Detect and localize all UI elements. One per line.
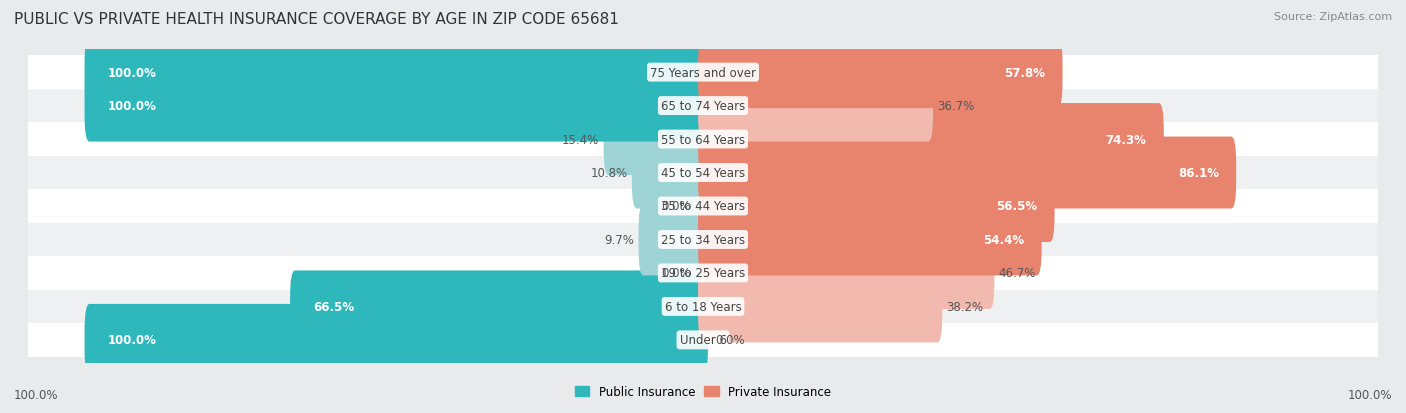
FancyBboxPatch shape — [699, 237, 994, 309]
Text: 35 to 44 Years: 35 to 44 Years — [661, 200, 745, 213]
Text: 100.0%: 100.0% — [108, 100, 156, 113]
Text: 86.1%: 86.1% — [1178, 166, 1219, 180]
FancyBboxPatch shape — [638, 204, 707, 276]
Text: 100.0%: 100.0% — [108, 334, 156, 347]
FancyBboxPatch shape — [290, 271, 707, 342]
Bar — [28, 323, 1378, 357]
FancyBboxPatch shape — [699, 204, 1042, 276]
Text: 0.0%: 0.0% — [661, 267, 690, 280]
Text: 66.5%: 66.5% — [314, 300, 354, 313]
Text: 100.0%: 100.0% — [14, 388, 59, 401]
Text: 65 to 74 Years: 65 to 74 Years — [661, 100, 745, 113]
FancyBboxPatch shape — [84, 304, 707, 376]
Text: 100.0%: 100.0% — [108, 66, 156, 79]
Bar — [28, 223, 1378, 256]
Text: 36.7%: 36.7% — [938, 100, 974, 113]
Bar — [28, 256, 1378, 290]
Text: 10.8%: 10.8% — [591, 166, 627, 180]
Text: Under 6: Under 6 — [679, 334, 727, 347]
Bar — [28, 290, 1378, 323]
Text: 0.0%: 0.0% — [661, 200, 690, 213]
Text: 6 to 18 Years: 6 to 18 Years — [665, 300, 741, 313]
FancyBboxPatch shape — [699, 37, 1063, 109]
Bar — [28, 90, 1378, 123]
FancyBboxPatch shape — [603, 104, 707, 176]
Bar — [28, 123, 1378, 157]
Text: 46.7%: 46.7% — [998, 267, 1036, 280]
Bar — [28, 190, 1378, 223]
FancyBboxPatch shape — [84, 37, 707, 109]
Text: 74.3%: 74.3% — [1105, 133, 1146, 146]
Text: 45 to 54 Years: 45 to 54 Years — [661, 166, 745, 180]
FancyBboxPatch shape — [699, 104, 1164, 176]
Text: 75 Years and over: 75 Years and over — [650, 66, 756, 79]
FancyBboxPatch shape — [84, 71, 707, 142]
Text: 19 to 25 Years: 19 to 25 Years — [661, 267, 745, 280]
Bar — [28, 157, 1378, 190]
Text: PUBLIC VS PRIVATE HEALTH INSURANCE COVERAGE BY AGE IN ZIP CODE 65681: PUBLIC VS PRIVATE HEALTH INSURANCE COVER… — [14, 12, 619, 27]
FancyBboxPatch shape — [699, 71, 934, 142]
FancyBboxPatch shape — [631, 137, 707, 209]
Text: 56.5%: 56.5% — [997, 200, 1038, 213]
Text: 9.7%: 9.7% — [605, 233, 634, 247]
Text: 100.0%: 100.0% — [1347, 388, 1392, 401]
Legend: Public Insurance, Private Insurance: Public Insurance, Private Insurance — [571, 381, 835, 403]
Text: 0.0%: 0.0% — [716, 334, 745, 347]
FancyBboxPatch shape — [699, 171, 1054, 242]
Text: 15.4%: 15.4% — [562, 133, 599, 146]
Text: Source: ZipAtlas.com: Source: ZipAtlas.com — [1274, 12, 1392, 22]
FancyBboxPatch shape — [699, 137, 1236, 209]
Text: 55 to 64 Years: 55 to 64 Years — [661, 133, 745, 146]
Bar — [28, 56, 1378, 90]
Text: 38.2%: 38.2% — [946, 300, 984, 313]
Text: 54.4%: 54.4% — [983, 233, 1025, 247]
Text: 57.8%: 57.8% — [1004, 66, 1045, 79]
Text: 25 to 34 Years: 25 to 34 Years — [661, 233, 745, 247]
FancyBboxPatch shape — [699, 271, 942, 342]
